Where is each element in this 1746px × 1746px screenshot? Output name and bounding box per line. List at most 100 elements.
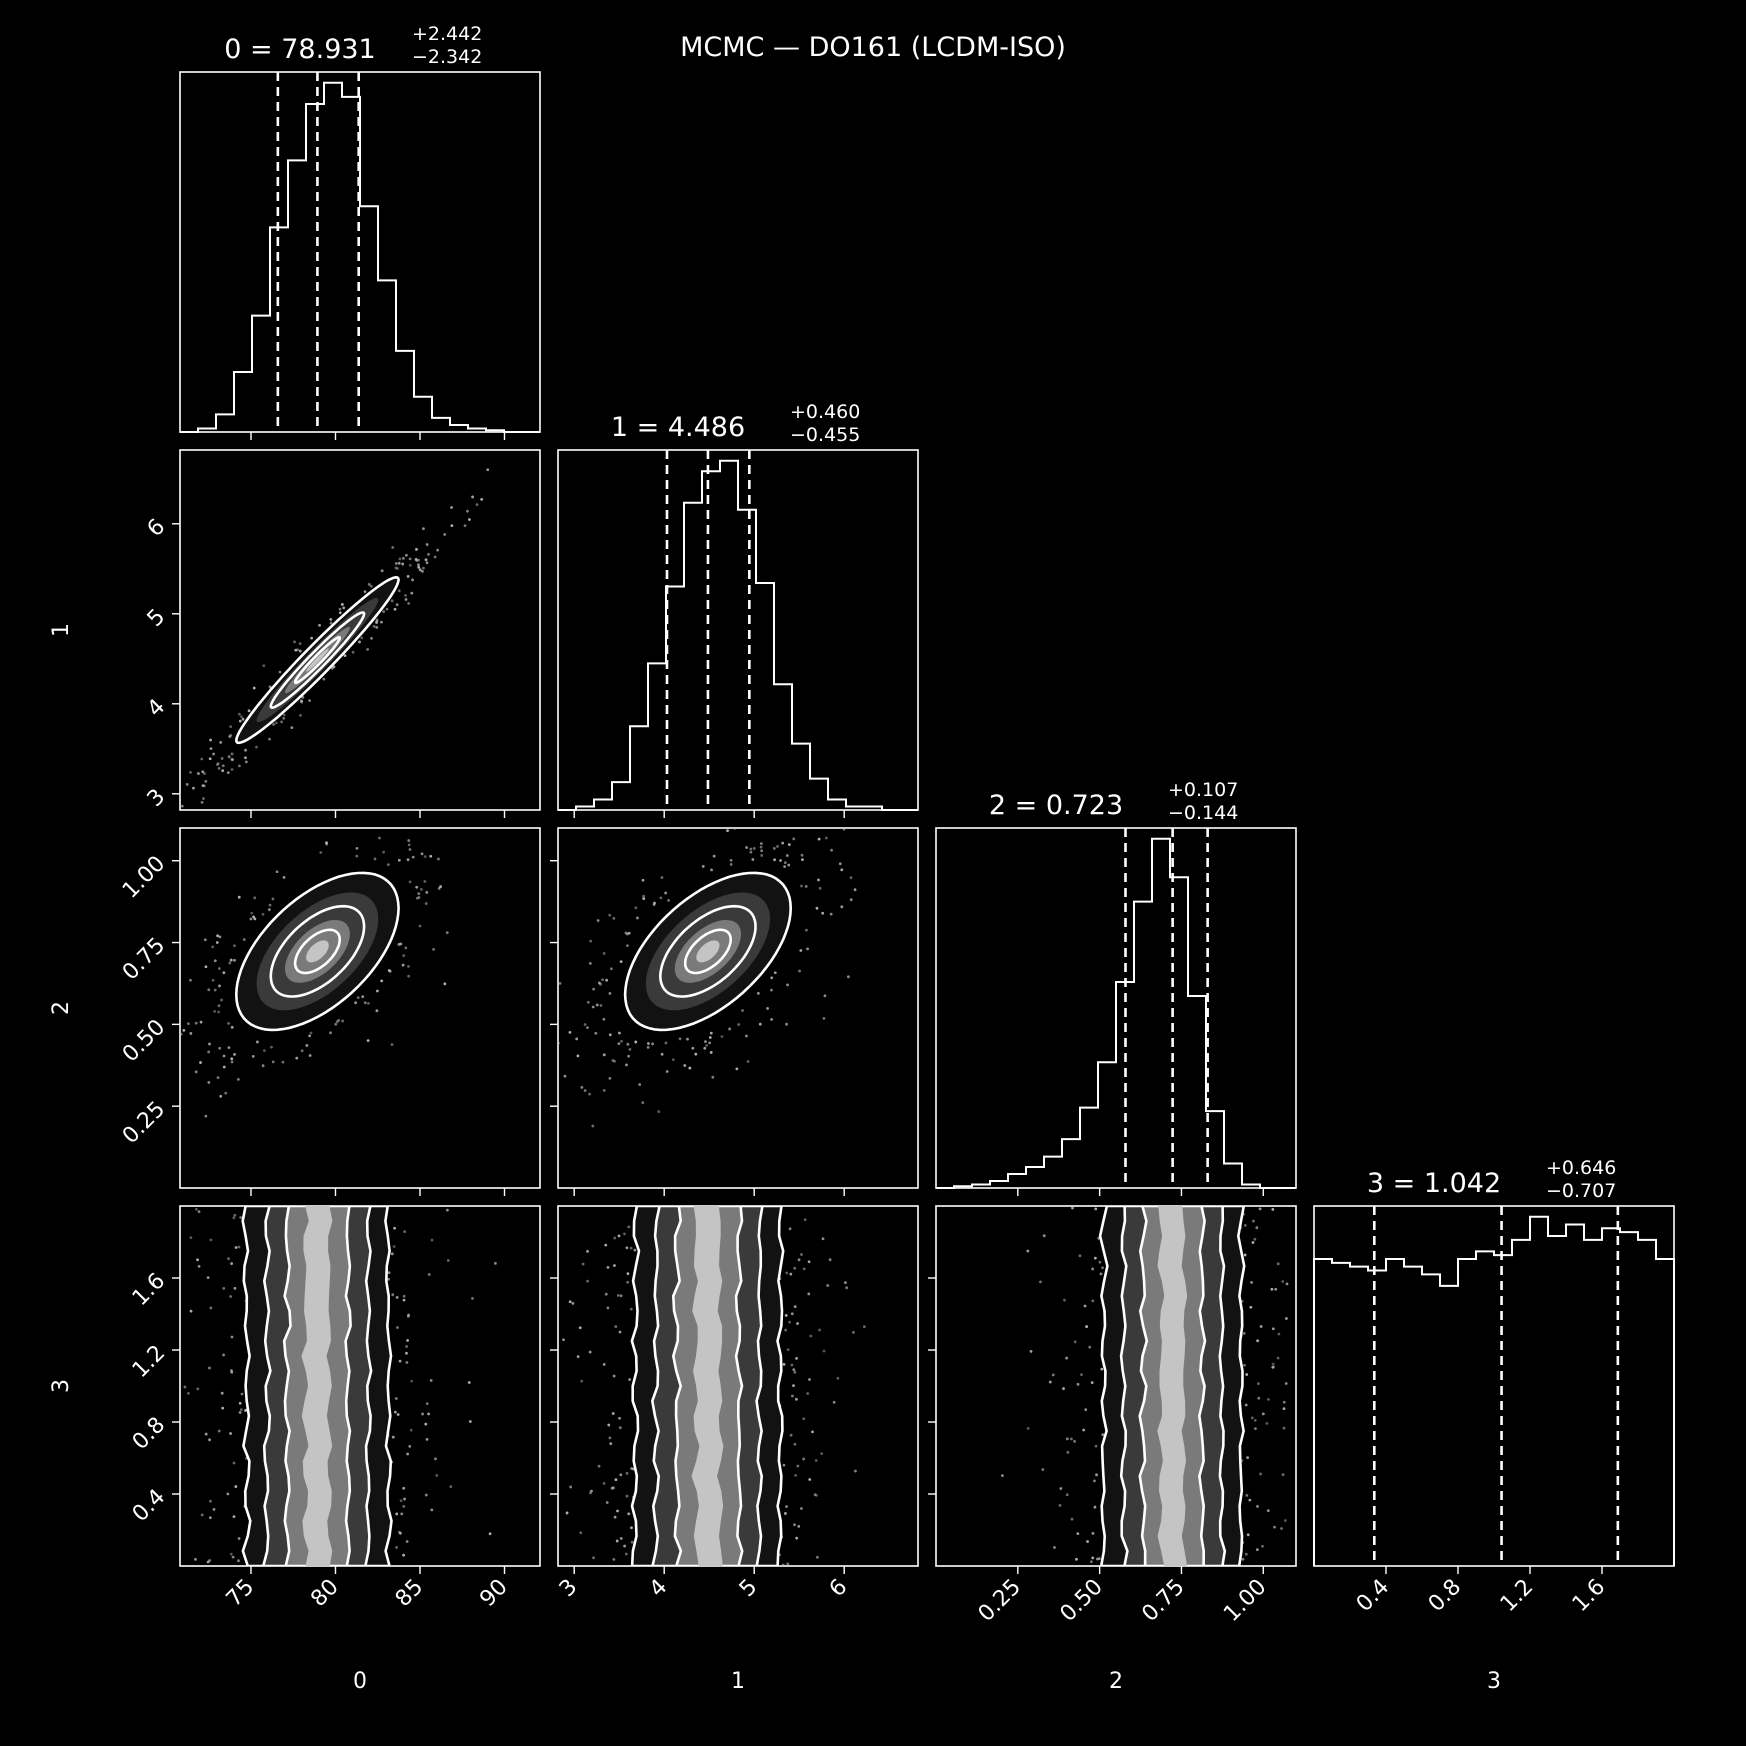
- histogram-steps-2: [936, 837, 1296, 1189]
- scatter-point: [230, 1060, 234, 1064]
- scatter-point: [776, 844, 779, 848]
- scatter-point: [1251, 1241, 1255, 1244]
- scatter-point: [397, 561, 401, 565]
- scatter-point: [229, 733, 233, 737]
- scatter-point: [396, 1326, 399, 1329]
- scatter-point: [423, 880, 427, 883]
- scatter-point: [213, 959, 217, 963]
- scatter-point: [475, 503, 479, 507]
- scatter-point: [588, 1092, 592, 1096]
- panel-content-2-3: [1000, 1206, 1289, 1566]
- scatter-point: [480, 497, 484, 501]
- scatter-point: [770, 976, 774, 980]
- scatter-point: [253, 896, 257, 900]
- scatter-point: [227, 1022, 230, 1025]
- scatter-point: [660, 876, 664, 879]
- scatter-panel-0-3: [179, 1205, 541, 1567]
- scatter-point: [208, 1438, 211, 1442]
- scatter-point: [407, 843, 411, 847]
- scatter-point: [796, 1464, 800, 1468]
- scatter-point: [1259, 1325, 1263, 1328]
- scatter-point: [1091, 1556, 1095, 1560]
- scatter-point: [630, 1540, 634, 1544]
- scatter-point: [1071, 1206, 1074, 1210]
- scatter-point: [1281, 1473, 1285, 1477]
- scatter-point: [233, 958, 236, 962]
- scatter-point: [244, 1409, 247, 1412]
- scatter-point: [424, 902, 428, 905]
- scatter-point: [784, 1512, 787, 1515]
- scatter-point: [425, 1402, 429, 1406]
- scatter-point: [779, 859, 782, 862]
- x-axis-label-0: 0: [353, 1669, 367, 1694]
- scatter-points-0-1: [180, 468, 490, 808]
- scatter-point: [197, 1210, 201, 1214]
- scatter-point: [860, 824, 863, 827]
- contour-line-4: [293, 636, 341, 685]
- scatter-point: [244, 760, 248, 764]
- scatter-point: [237, 1537, 241, 1540]
- scatter-point: [240, 715, 243, 719]
- histogram-steps-1: [558, 459, 918, 811]
- scatter-panel-0-2: [179, 821, 541, 1189]
- scatter-point: [229, 958, 233, 962]
- scatter-panel-1-2: [557, 824, 919, 1189]
- scatter-point: [563, 1074, 567, 1078]
- param-title-label-2: 2: [989, 790, 1006, 821]
- scatter-point: [596, 919, 600, 922]
- scatter-point: [425, 543, 429, 546]
- scatter-point: [1274, 1287, 1278, 1291]
- scatter-point: [399, 1531, 402, 1535]
- scatter-point: [613, 1236, 617, 1240]
- scatter-point: [608, 992, 612, 995]
- scatter-point: [203, 938, 207, 942]
- scatter-point: [569, 1485, 573, 1489]
- param-err-minus-2: −0.144: [1168, 802, 1238, 824]
- scatter-point: [403, 1497, 406, 1501]
- scatter-point: [218, 935, 222, 939]
- scatter-point: [608, 1436, 612, 1440]
- scatter-point: [786, 983, 789, 987]
- scatter-point: [628, 1378, 632, 1381]
- scatter-point: [781, 841, 785, 845]
- scatter-point: [1244, 1552, 1248, 1556]
- scatter-point: [1241, 1557, 1245, 1561]
- scatter-point: [432, 947, 435, 951]
- scatter-point: [392, 1245, 396, 1248]
- scatter-point: [219, 1094, 223, 1098]
- scatter-point: [238, 1401, 242, 1405]
- scatter-point: [1093, 1256, 1097, 1260]
- scatter-point: [355, 854, 359, 858]
- scatter-point: [430, 1238, 434, 1242]
- scatter-point: [770, 988, 773, 992]
- scatter-point: [394, 821, 397, 824]
- scatter-point: [1091, 1267, 1095, 1271]
- scatter-point: [594, 1031, 598, 1035]
- scatter-point: [820, 1452, 824, 1456]
- scatter-point: [405, 1540, 409, 1543]
- scatter-point: [785, 854, 789, 857]
- scatter-point: [1042, 1234, 1046, 1238]
- scatter-point: [204, 1432, 208, 1436]
- scatter-point: [793, 1370, 797, 1374]
- scatter-point: [329, 618, 333, 621]
- scatter-point: [1026, 1249, 1030, 1253]
- scatter-point: [401, 556, 405, 560]
- scatter-point: [407, 839, 411, 842]
- scatter-point: [397, 858, 401, 862]
- scatter-point: [221, 764, 225, 768]
- scatter-point: [786, 1562, 790, 1566]
- scatter-point: [824, 836, 828, 840]
- scatter-point: [187, 1022, 190, 1026]
- scatter-point: [1091, 1531, 1095, 1535]
- scatter-point: [602, 1362, 606, 1366]
- scatter-point: [410, 1379, 413, 1383]
- histogram-panel-0: 0 = 78.931 +2.442−2.342: [179, 23, 541, 433]
- scatter-point: [797, 1258, 801, 1262]
- scatter-point: [390, 599, 394, 603]
- scatter-point: [340, 603, 344, 606]
- scatter-point: [558, 981, 562, 985]
- scatter-point: [614, 1325, 618, 1328]
- scatter-point: [601, 978, 604, 982]
- panel-content-1-3: [562, 1206, 866, 1566]
